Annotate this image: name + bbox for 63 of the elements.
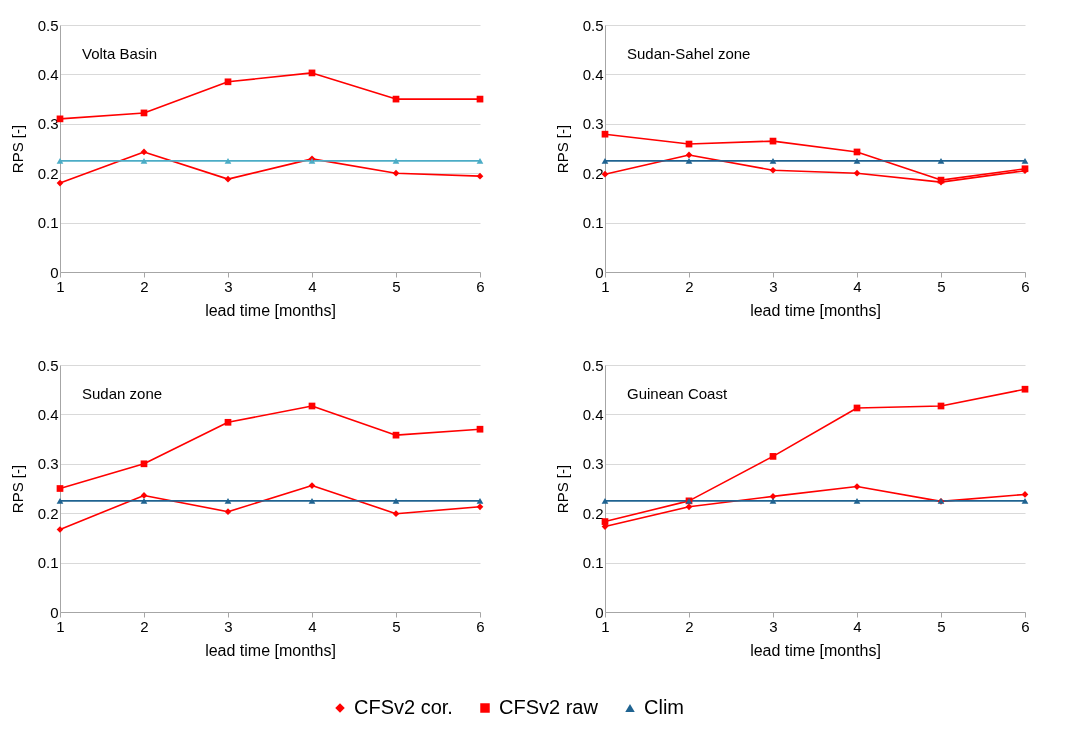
- y-axis-title: RPS [-]: [553, 124, 571, 174]
- x-tick-label: 3: [224, 277, 233, 295]
- y-tick-label: 0.2: [37, 504, 59, 522]
- x-tick-label: 5: [392, 617, 401, 635]
- y-tick-label: 0.1: [37, 214, 59, 232]
- x-tick-label: 3: [769, 617, 778, 635]
- text: Volta Basin: [82, 45, 158, 62]
- y-tick-label: 0: [50, 263, 59, 281]
- y-tick-label: 0.4: [37, 405, 59, 423]
- x-tick-label: 2: [140, 617, 149, 635]
- x-tick-label: 4: [853, 277, 862, 295]
- y-tick-label: 0.5: [582, 16, 604, 34]
- y-tick-label: 0: [595, 603, 604, 621]
- x-tick-label: 2: [140, 277, 149, 295]
- x-axis-title: lead time [months]: [205, 301, 336, 319]
- y-tick-label: 0: [595, 263, 604, 281]
- y-tick-label: 0.4: [37, 65, 59, 83]
- text: Guinean Coast: [627, 385, 728, 402]
- y-tick-label: 0.2: [37, 164, 59, 182]
- x-tick-label: 5: [937, 617, 946, 635]
- y-tick-label: 0: [50, 603, 59, 621]
- x-tick-label: 6: [476, 617, 485, 635]
- x-tick-label: 5: [392, 277, 401, 295]
- x-axis-title: lead time [months]: [750, 301, 881, 319]
- x-tick-label: 2: [685, 617, 694, 635]
- x-tick-label: 6: [476, 277, 485, 295]
- y-tick-label: 0.1: [582, 214, 604, 232]
- x-tick-label: 3: [224, 617, 233, 635]
- x-tick-label: 3: [769, 277, 778, 295]
- y-tick-label: 0.4: [582, 65, 604, 83]
- y-tick-label: 0.1: [37, 554, 59, 572]
- text: Sudan zone: [82, 385, 163, 402]
- legend-label: CFSv2 cor.: [354, 696, 453, 718]
- x-tick-label: 2: [685, 277, 694, 295]
- y-tick-label: 0.3: [37, 115, 59, 133]
- x-tick-label: 6: [1021, 277, 1030, 295]
- y-tick-label: 0.3: [582, 115, 604, 133]
- x-axis-title: lead time [months]: [205, 641, 336, 659]
- y-tick-label: 0.2: [582, 504, 604, 522]
- y-tick-label: 0.3: [582, 455, 604, 473]
- x-tick-label: 1: [56, 617, 65, 635]
- x-axis-title: lead time [months]: [750, 641, 881, 659]
- y-tick-label: 0.4: [582, 405, 604, 423]
- y-tick-label: 0.1: [582, 554, 604, 572]
- y-axis-title: RPS [-]: [8, 464, 26, 514]
- x-tick-label: 1: [56, 277, 65, 295]
- y-axis-title: RPS [-]: [553, 464, 571, 514]
- legend-label: Clim: [644, 696, 684, 718]
- x-tick-label: 6: [1021, 617, 1030, 635]
- x-tick-label: 5: [937, 277, 946, 295]
- legend-label: CFSv2 raw: [499, 696, 599, 718]
- text: Sudan-Sahel zone: [627, 45, 751, 62]
- y-tick-label: 0.5: [37, 356, 59, 374]
- y-axis-title: RPS [-]: [8, 124, 26, 174]
- x-tick-label: 1: [601, 277, 610, 295]
- x-tick-label: 1: [601, 617, 610, 635]
- y-tick-label: 0.5: [582, 356, 604, 374]
- x-tick-label: 4: [308, 617, 317, 635]
- y-tick-label: 0.5: [37, 16, 59, 34]
- x-tick-label: 4: [308, 277, 317, 295]
- y-tick-label: 0.3: [37, 455, 59, 473]
- x-tick-label: 4: [853, 617, 862, 635]
- y-tick-label: 0.2: [582, 164, 604, 182]
